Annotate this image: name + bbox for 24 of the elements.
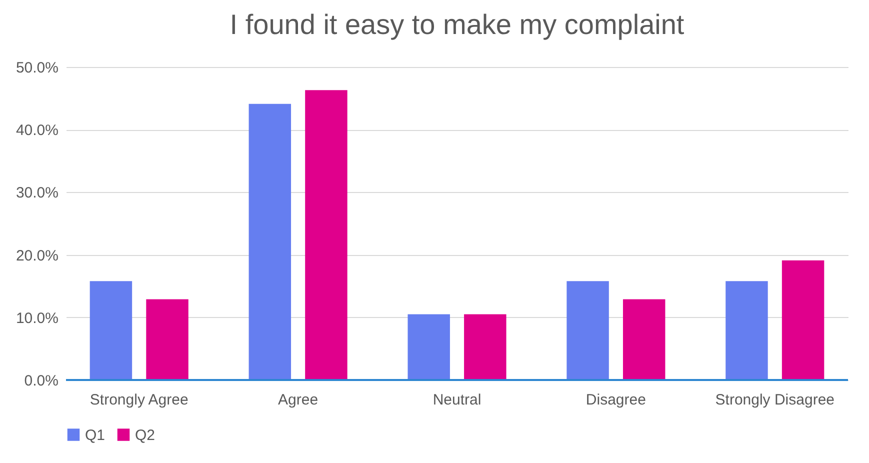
bar bbox=[408, 314, 450, 380]
bar bbox=[782, 260, 824, 380]
bar bbox=[90, 281, 132, 380]
x-tick-label: Neutral bbox=[432, 392, 482, 408]
y-tick-label: 40.0% bbox=[16, 122, 58, 140]
y-tick-label: 10.0% bbox=[16, 310, 58, 327]
legend-label: Q1 bbox=[85, 426, 106, 444]
x-tick-label: Strongly Agree bbox=[90, 392, 188, 408]
bar bbox=[566, 281, 609, 380]
bar bbox=[622, 299, 666, 380]
x-tick-label: Strongly Disagree bbox=[715, 392, 835, 408]
x-tick-label: Agree bbox=[278, 392, 318, 408]
bar bbox=[726, 281, 768, 380]
x-tick-label: Disagree bbox=[586, 392, 646, 408]
bar bbox=[464, 314, 506, 380]
y-tick-label: 50.0% bbox=[16, 60, 58, 76]
bar bbox=[305, 90, 348, 380]
legend-label: Q2 bbox=[135, 426, 156, 444]
bar bbox=[146, 299, 188, 380]
chart-title: I found it easy to make my complaint bbox=[230, 9, 684, 40]
bar bbox=[248, 104, 292, 380]
y-tick-label: 0.0% bbox=[24, 372, 58, 390]
y-tick-label: 20.0% bbox=[16, 247, 58, 264]
y-tick-label: 30.0% bbox=[16, 184, 58, 202]
